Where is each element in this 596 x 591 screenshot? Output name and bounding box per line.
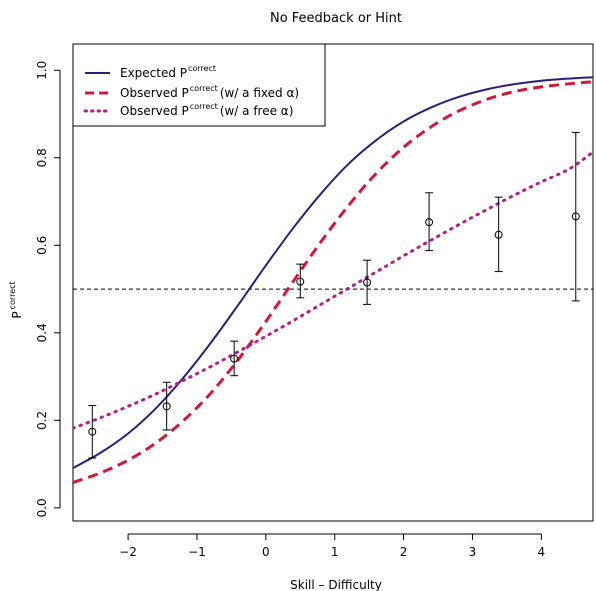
x-tick-label: 4 <box>538 545 546 559</box>
data-point-8 <box>571 131 580 302</box>
series-expected-line <box>73 76 593 469</box>
legend-entry-observed-fixed: Observed Pcorrect (w/ a fixed α) <box>85 84 299 100</box>
data-point-7 <box>494 196 503 273</box>
x-tick-label: 1 <box>331 545 339 559</box>
data-point-marker <box>162 402 171 411</box>
legend-entry-observed-free: Observed Pcorrect (w/ a free α) <box>83 102 293 118</box>
x-tick-label: −2 <box>119 545 137 559</box>
y-tick-label: 0.2 <box>35 411 49 430</box>
data-point-3 <box>230 340 239 377</box>
legend-sup-expected: correct <box>188 64 216 73</box>
x-tick-label: 0 <box>262 545 270 559</box>
data-point-marker <box>425 218 434 227</box>
data-point-6 <box>425 192 434 252</box>
chart-title: No Feedback or Hint <box>270 11 402 26</box>
data-point-4 <box>296 263 305 299</box>
data-point-marker <box>230 354 239 363</box>
legend-label-expected: Expected P <box>120 66 187 80</box>
x-tick-label: 2 <box>400 545 408 559</box>
legend: Expected Pcorrect Observed Pcorrect (w/ a… <box>72 43 326 127</box>
data-point-marker <box>363 278 372 287</box>
legend-suffix-observed-free: (w/ a free α) <box>220 104 294 118</box>
y-tick-label: 1.0 <box>35 61 49 80</box>
legend-sup-observed-fixed: correct <box>190 84 218 93</box>
data-point-marker <box>494 230 503 239</box>
data-point-1 <box>88 404 97 459</box>
observed-points <box>88 131 580 459</box>
data-point-2 <box>162 381 171 431</box>
data-point-marker <box>88 427 97 436</box>
plot-frame <box>72 43 594 522</box>
x-tick-label: 3 <box>469 545 477 559</box>
svg-text:Expected Pcorrect: Expected Pcorrect <box>120 64 216 80</box>
plot-area <box>73 76 593 484</box>
x-axis-label: Skill – Difficulty <box>290 578 382 591</box>
y-tick-label: 0.4 <box>35 323 49 342</box>
x-tick-label: −1 <box>188 545 206 559</box>
data-point-marker <box>571 212 580 221</box>
y-axis-label-main: P <box>10 311 24 318</box>
legend-label-observed-fixed: Observed P <box>120 86 189 100</box>
legend-sup-observed-free: correct <box>190 102 218 111</box>
svg-text:Pcorrect: Pcorrect <box>8 281 24 318</box>
svg-text:Observed Pcorrect(w/ a fixed: Observed Pcorrect (w/ a fixed α) <box>120 84 299 100</box>
y-tick-label: 0.0 <box>35 498 49 517</box>
legend-label-observed-free: Observed P <box>120 104 189 118</box>
y-tick-label: 0.8 <box>35 148 49 167</box>
series-observed-fixed-line <box>73 80 593 484</box>
svg-text:Observed Pcorrect(w/ a free: Observed Pcorrect (w/ a free α) <box>120 102 293 118</box>
data-point-marker <box>296 277 305 286</box>
legend-box <box>72 43 326 127</box>
series-observed-free-line <box>73 150 593 430</box>
y-axis-label-sup: correct <box>8 281 17 309</box>
data-point-5 <box>363 259 372 305</box>
legend-suffix-observed-fixed: (w/ a fixed α) <box>220 86 299 100</box>
x-axis: −2 −1 0 1 2 3 4 <box>119 533 546 559</box>
legend-entry-expected: Expected Pcorrect <box>85 64 216 80</box>
y-tick-label: 0.6 <box>35 236 49 255</box>
y-axis: 0.0 0.2 0.4 0.6 0.8 1.0 <box>35 61 61 517</box>
y-axis-label: Pcorrect <box>8 281 24 318</box>
